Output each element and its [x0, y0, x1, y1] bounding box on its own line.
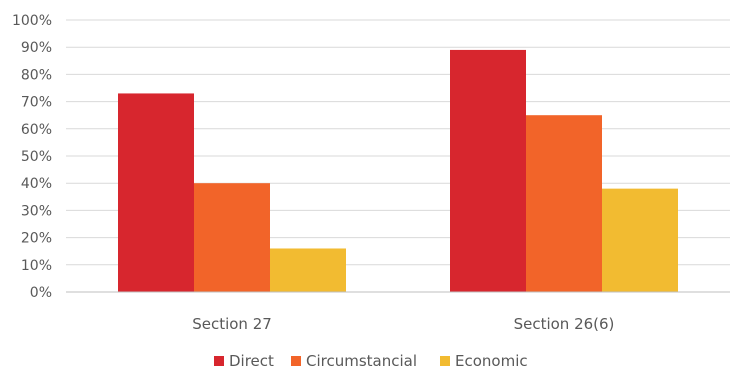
y-axis-ticks: 0% 10% 20% 30% 40% 50% 60% 70% 80% 90% 100%: [12, 13, 52, 301]
legend-swatch: [440, 356, 450, 366]
y-tick-label: 10%: [21, 258, 52, 274]
legend-label: Direct: [229, 352, 274, 370]
x-axis: Section 27 Section 26(6): [66, 291, 730, 333]
legend-item-economic: Economic: [440, 352, 528, 370]
x-category-label: Section 27: [192, 315, 272, 333]
bar-circumstancial-1: [526, 115, 602, 292]
y-tick-label: 30%: [21, 203, 52, 219]
bars: [118, 49, 678, 292]
x-category-label: Section 26(6): [514, 315, 615, 333]
legend-swatch: [214, 356, 224, 366]
legend-label: Circumstancial: [306, 352, 417, 370]
legend-label: Economic: [455, 352, 528, 370]
y-tick-label: 80%: [21, 67, 52, 83]
bar-economic-1: [602, 188, 678, 292]
legend-item-direct: Direct: [214, 352, 274, 370]
bar-economic-0: [270, 248, 346, 292]
y-tick-label: 90%: [21, 40, 52, 56]
y-tick-label: 0%: [30, 285, 52, 301]
y-tick-label: 60%: [21, 122, 52, 138]
bar-direct-1: [450, 49, 526, 292]
y-tick-label: 20%: [21, 231, 52, 247]
y-tick-label: 40%: [21, 176, 52, 192]
bar-circumstancial-0: [194, 183, 270, 292]
y-tick-label: 70%: [21, 95, 52, 111]
y-tick-label: 50%: [21, 149, 52, 165]
legend: Direct Circumstancial Economic: [214, 352, 528, 370]
bar-direct-0: [118, 93, 194, 292]
y-tick-label: 100%: [12, 13, 52, 29]
legend-item-circumstancial: Circumstancial: [291, 352, 417, 370]
legend-swatch: [291, 356, 301, 366]
